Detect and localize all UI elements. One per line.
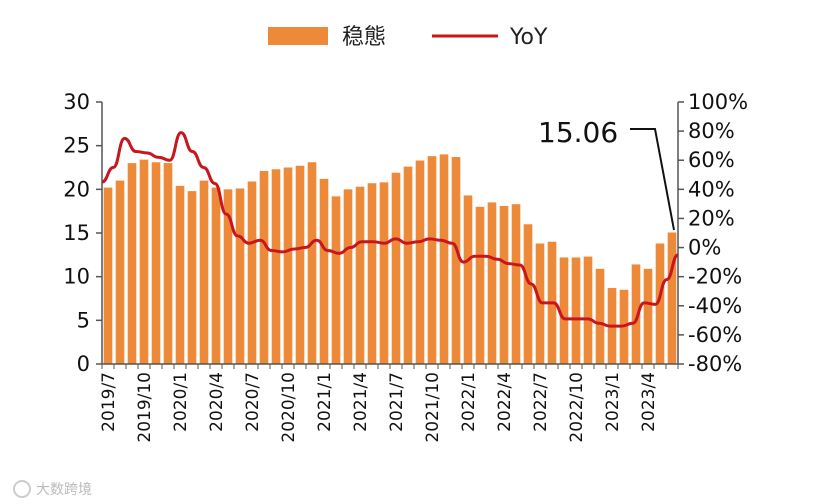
bar (643, 268, 653, 364)
bar (307, 162, 317, 364)
y-right-tick-label: 0% (688, 236, 721, 260)
y-left-tick-label: 30 (63, 90, 90, 114)
bar (415, 160, 425, 364)
yoy-line (101, 131, 679, 328)
bar (655, 243, 665, 364)
legend-bar-swatch (268, 27, 328, 45)
y-left-tick-label: 15 (63, 221, 90, 245)
bar (331, 196, 341, 364)
bar (571, 257, 581, 364)
bar (259, 170, 269, 364)
y-right-tick-label: -60% (688, 323, 742, 347)
bar (487, 202, 497, 364)
x-tick-label: 2021/1 (315, 372, 335, 432)
x-axis: 2019/7 2019/10 2020/1 2020/4 2020/7 2020/10 20… (99, 364, 679, 443)
y-right-tick-label: 80% (688, 119, 735, 143)
bar (127, 163, 137, 364)
annotation-leader (630, 128, 675, 231)
bar (187, 191, 197, 364)
bar (103, 187, 113, 364)
y-right-tick-label: -20% (688, 265, 742, 289)
bar (631, 264, 641, 364)
bar (343, 189, 353, 364)
bar (163, 163, 173, 364)
bar (595, 268, 605, 364)
bar (583, 256, 593, 364)
bar (475, 206, 485, 364)
y-right-tick-label: 60% (688, 148, 735, 172)
y-left-tick-label: 0 (77, 352, 90, 376)
bar (391, 172, 401, 364)
bar (271, 169, 281, 364)
x-tick-label: 2021/10 (423, 372, 443, 443)
y-right-tick-label: 40% (688, 177, 735, 201)
bar (499, 205, 509, 364)
y-left-tick-label: 5 (77, 308, 90, 332)
bar (427, 156, 437, 364)
bar (403, 166, 413, 364)
x-tick-label: 2022/4 (495, 372, 515, 432)
bar (235, 188, 245, 364)
bar (535, 243, 545, 364)
x-tick-label: 2020/7 (243, 372, 263, 432)
legend-bar-label: 稳態 (342, 25, 386, 50)
bar (319, 178, 329, 364)
bar (439, 154, 449, 364)
bar (451, 157, 461, 364)
legend: 稳態 YoY (268, 25, 548, 50)
y-left-tick-label: 10 (63, 265, 90, 289)
y-right-tick-label: -80% (688, 352, 742, 376)
watermark-text: 大数跨境 (36, 482, 92, 498)
bar (379, 182, 389, 364)
watermark-logo-icon (13, 480, 31, 498)
y-right-tick-label: 100% (688, 90, 748, 114)
bar (355, 186, 365, 364)
x-tick-label: 2019/7 (99, 372, 119, 432)
bar (151, 162, 161, 364)
x-tick-label: 2023/4 (639, 372, 659, 432)
y-right-tick-label: 20% (688, 206, 735, 230)
bar (367, 183, 377, 364)
bar (115, 180, 125, 364)
y-right-tick-label: -40% (688, 294, 742, 318)
y-left-tick-label: 20 (63, 177, 90, 201)
x-tick-label: 2022/1 (459, 372, 479, 432)
bar (511, 204, 521, 364)
bar (175, 185, 185, 364)
bar (223, 189, 233, 364)
y-axis-right: -80% -60% -40% -20% 0% 20% 40% 60% 80% 100% (678, 90, 748, 376)
bar (667, 232, 677, 364)
watermark: 大数跨境 (13, 480, 92, 498)
annotation-value: 15.06 (538, 116, 618, 149)
x-tick-label: 2023/1 (603, 372, 623, 432)
x-tick-label: 2020/10 (279, 372, 299, 443)
x-tick-label: 2021/7 (387, 372, 407, 432)
bar (463, 195, 473, 364)
bar (139, 159, 149, 364)
x-tick-label: 2020/4 (207, 372, 227, 432)
bar (523, 224, 533, 364)
bar (559, 257, 569, 364)
legend-line-label: YoY (509, 25, 548, 50)
bar (211, 187, 221, 364)
y-left-tick-label: 25 (63, 134, 90, 158)
bar (199, 180, 209, 364)
x-tick-label: 2022/10 (567, 372, 587, 443)
x-tick-label: 2019/10 (135, 372, 155, 443)
bar (295, 165, 305, 364)
bar (247, 181, 257, 364)
bar-series (103, 154, 677, 364)
y-axis-left: 0 5 10 15 20 25 30 (63, 90, 102, 376)
yoy-line-series (101, 131, 679, 328)
x-tick-label: 2021/4 (351, 372, 371, 432)
annotation: 15.06 (538, 116, 675, 231)
bar (283, 167, 293, 364)
x-tick-label: 2020/1 (171, 372, 191, 432)
x-tick-label: 2022/7 (531, 372, 551, 432)
